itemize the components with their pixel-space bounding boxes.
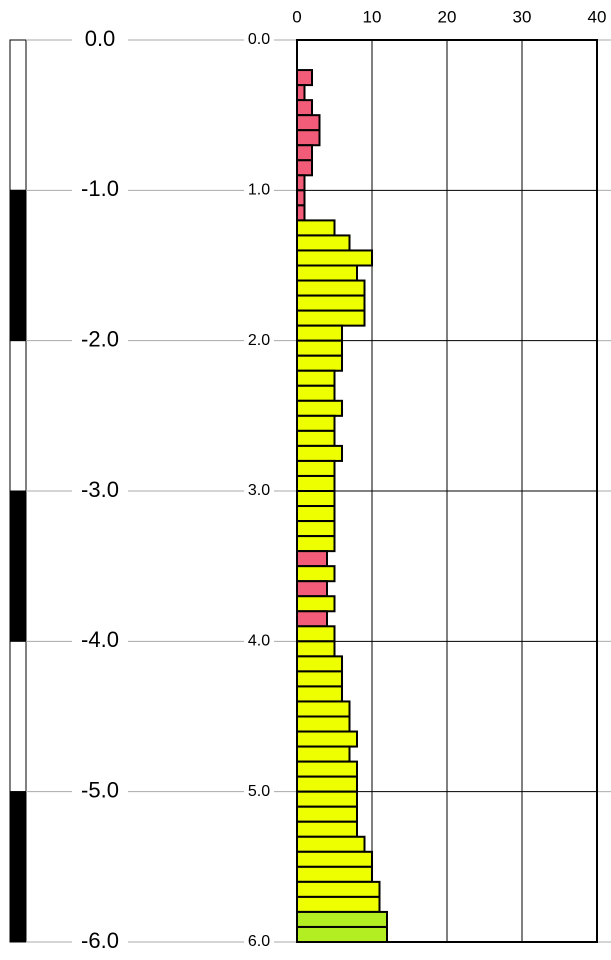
bar (296, 550, 328, 568)
label-bg (244, 30, 274, 50)
x-tick-label: 0 (292, 7, 301, 26)
bar (296, 910, 388, 928)
label-bg (244, 631, 274, 652)
elevation-label: -1.0 (81, 176, 119, 201)
label-bg (72, 28, 128, 52)
bar (296, 865, 373, 883)
bar (296, 565, 336, 583)
bar (296, 595, 336, 613)
elevation-label: -6.0 (81, 928, 119, 953)
bar (296, 114, 321, 132)
scale-segment (9, 340, 27, 492)
bar (296, 204, 306, 222)
label-bg (244, 481, 274, 501)
y-tick-label: 0.0 (248, 31, 270, 48)
x-tick-label: 10 (363, 7, 382, 26)
bar (296, 730, 358, 748)
bar (296, 835, 366, 853)
bar (296, 234, 351, 252)
label-bg (244, 330, 274, 351)
bar (296, 429, 336, 447)
bar (296, 670, 343, 688)
scale-segment (9, 640, 27, 793)
bar (296, 294, 366, 312)
bar (296, 399, 343, 417)
elevation-label: 0.0 (85, 26, 116, 51)
bar (296, 760, 358, 778)
bar (296, 625, 336, 643)
elevation-label: -3.0 (81, 477, 119, 502)
x-tick-label: 20 (438, 7, 457, 26)
bar (296, 655, 343, 673)
bar (296, 219, 336, 237)
bar (296, 640, 336, 658)
bar (296, 535, 336, 553)
elevation-label: -2.0 (81, 326, 119, 351)
plot-frame (296, 39, 598, 943)
bar (296, 279, 366, 297)
bar (296, 414, 336, 432)
bar (296, 820, 358, 838)
bar (296, 775, 358, 793)
x-tick-label: 30 (513, 7, 532, 26)
label-bg (72, 930, 128, 954)
y-tick-label: 5.0 (248, 783, 270, 800)
bar (296, 264, 358, 282)
bar (296, 610, 328, 628)
bar (296, 249, 373, 267)
bar (296, 805, 358, 823)
label-bg (244, 180, 274, 201)
bar (296, 700, 351, 718)
bar (296, 580, 328, 598)
bar (296, 685, 343, 703)
label-bg (72, 178, 128, 203)
bar (296, 159, 313, 177)
x-tick-label: 40 (588, 7, 607, 26)
bar (296, 129, 321, 147)
label-bg (244, 781, 274, 802)
scale-segment (9, 39, 27, 191)
bar (296, 324, 343, 342)
scale-segment (9, 791, 27, 943)
bar (296, 174, 306, 192)
bar (296, 69, 313, 87)
bar (296, 369, 336, 387)
scale-segment (9, 189, 27, 342)
label-bg (72, 479, 128, 503)
bar (296, 459, 336, 477)
y-tick-label: 4.0 (248, 633, 270, 650)
bar (296, 84, 306, 102)
scale-segment (9, 490, 27, 642)
label-bg (72, 779, 128, 804)
bar (296, 505, 336, 523)
bar (296, 444, 343, 462)
label-bg (244, 932, 274, 952)
bar (296, 189, 306, 207)
y-tick-label: 1.0 (248, 182, 270, 199)
elevation-label: -5.0 (81, 777, 119, 802)
elevation-label: -4.0 (81, 627, 119, 652)
bar (296, 384, 336, 402)
bar (296, 745, 351, 763)
bar (296, 339, 343, 357)
bar (296, 790, 358, 808)
bar (296, 309, 366, 327)
bar (296, 99, 313, 117)
label-bg (72, 328, 128, 353)
bar (296, 925, 388, 944)
y-tick-label: 6.0 (248, 933, 270, 950)
bar (296, 850, 373, 868)
label-bg (72, 629, 128, 654)
bar (296, 474, 336, 493)
y-tick-label: 2.0 (248, 332, 270, 349)
bar (296, 490, 336, 508)
bar (296, 354, 343, 372)
bar (296, 895, 381, 913)
bar (296, 144, 313, 162)
y-tick-label: 3.0 (248, 482, 270, 499)
bar (296, 880, 381, 898)
bar (296, 520, 336, 538)
bar (296, 715, 351, 733)
